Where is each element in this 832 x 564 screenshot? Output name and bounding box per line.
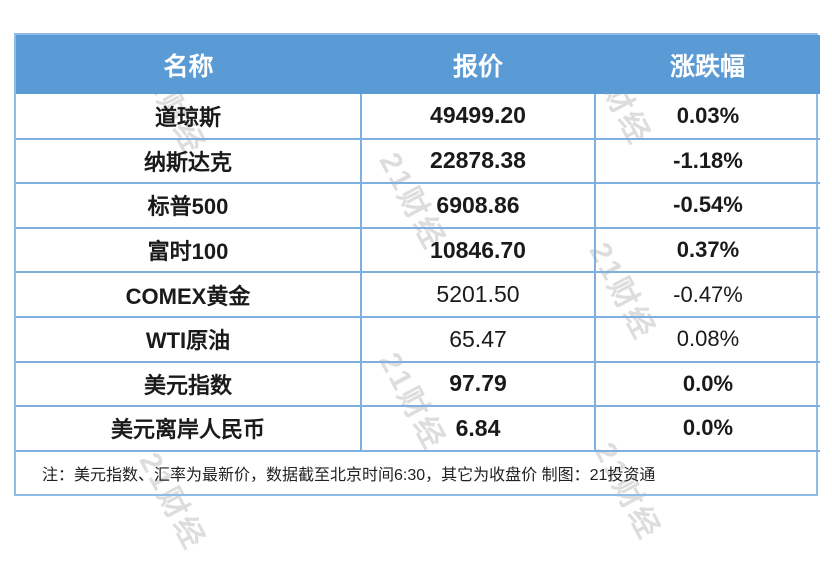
table-row: 标普500 6908.86 -0.54% (16, 182, 820, 229)
table-row: 美元指数 97.79 0.0% (16, 360, 820, 408)
cell-name: 道琼斯 (16, 94, 362, 140)
cell-price: 97.79 (360, 360, 596, 408)
cell-name: WTI原油 (16, 315, 362, 363)
cell-change: -0.47% (594, 271, 820, 318)
cell-change: 0.0% (594, 360, 820, 408)
cell-change: 0.0% (594, 405, 820, 452)
cell-name: 美元离岸人民币 (16, 405, 362, 452)
column-header-price: 报价 (361, 35, 595, 94)
cell-price: 6.84 (360, 405, 596, 452)
cell-price: 49499.20 (360, 94, 596, 140)
cell-name: 富时100 (16, 226, 362, 274)
table-row: WTI原油 65.47 0.08% (16, 315, 820, 363)
cell-name: 美元指数 (16, 360, 362, 408)
cell-price: 22878.38 (360, 137, 596, 185)
header-row: 名称 报价 涨跌幅 (16, 35, 820, 94)
table-body: 道琼斯 49499.20 0.03% 纳斯达克 22878.38 -1.18% … (16, 94, 820, 452)
cell-change: 0.37% (594, 226, 820, 274)
footnote: 注：美元指数、汇率为最新价，数据截至北京时间6:30，其它为收盘价 制图：21投… (16, 449, 820, 494)
market-quotes-table-container: 名称 报价 涨跌幅 道琼斯 49499.20 0.03% 纳斯达克 22878.… (14, 33, 820, 496)
cell-name: 纳斯达克 (16, 137, 362, 185)
cell-price: 5201.50 (360, 271, 596, 318)
cell-change: -0.54% (594, 182, 820, 229)
footnote-row: 注：美元指数、汇率为最新价，数据截至北京时间6:30，其它为收盘价 制图：21投… (16, 449, 820, 494)
cell-change: 0.08% (594, 315, 820, 363)
table-row: 道琼斯 49499.20 0.03% (16, 94, 820, 140)
table-row: 富时100 10846.70 0.37% (16, 226, 820, 274)
cell-change: -1.18% (594, 137, 820, 185)
column-header-name: 名称 (16, 35, 361, 94)
table-row: 美元离岸人民币 6.84 0.0% (16, 405, 820, 452)
column-header-change: 涨跌幅 (595, 35, 820, 94)
market-quotes-table: 名称 报价 涨跌幅 道琼斯 49499.20 0.03% 纳斯达克 22878.… (16, 35, 820, 494)
table-row: 纳斯达克 22878.38 -1.18% (16, 137, 820, 185)
cell-change: 0.03% (594, 94, 820, 140)
cell-name: COMEX黄金 (16, 271, 362, 318)
cell-name: 标普500 (16, 182, 362, 229)
cell-price: 65.47 (360, 315, 596, 363)
cell-price: 10846.70 (360, 226, 596, 274)
table-row: COMEX黄金 5201.50 -0.47% (16, 271, 820, 318)
cell-price: 6908.86 (360, 182, 596, 229)
